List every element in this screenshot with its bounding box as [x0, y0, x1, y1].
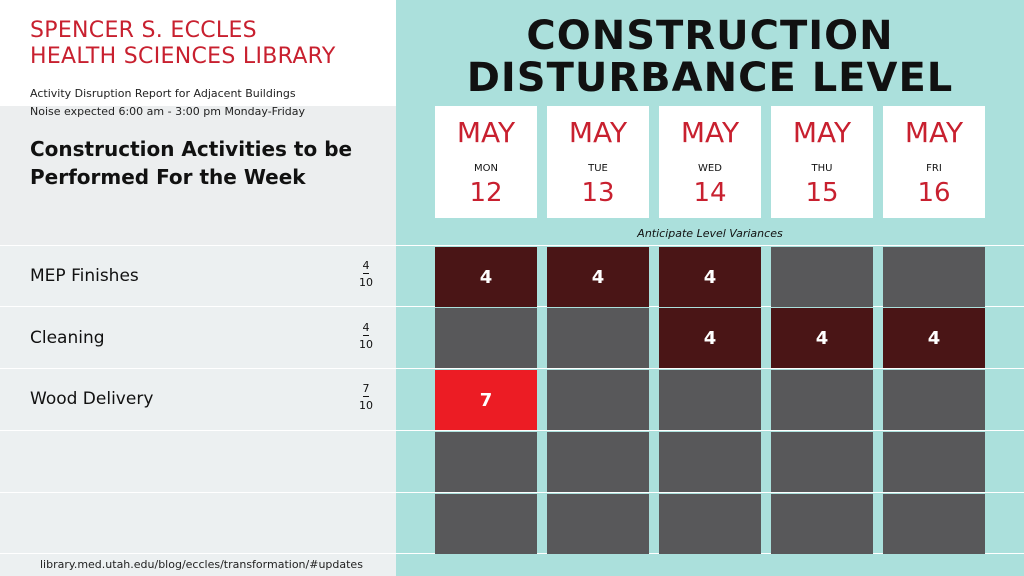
activity-level: 4 10 — [356, 322, 376, 350]
level-cell — [435, 308, 537, 368]
row-divider — [0, 492, 1024, 493]
level-cell — [883, 247, 985, 307]
variance-note: Anticipate Level Variances — [637, 227, 783, 240]
level-cell — [547, 308, 649, 368]
day-card-wed: MAY WED 14 — [659, 106, 761, 218]
noise-hours: Noise expected 6:00 am - 3:00 pm Monday-… — [30, 105, 305, 118]
day-card-tue: MAY TUE 13 — [547, 106, 649, 218]
level-cell — [883, 494, 985, 554]
level-max: 10 — [359, 338, 373, 351]
activity-level: 4 10 — [356, 260, 376, 288]
footer-url: library.med.utah.edu/blog/eccles/transfo… — [40, 558, 363, 571]
week-heading: Construction Activities to be Performed … — [30, 135, 352, 191]
report-subtitle: Activity Disruption Report for Adjacent … — [30, 87, 296, 100]
level-cell — [771, 494, 873, 554]
day-name: FRI — [926, 163, 942, 174]
day-month: MAY — [456, 116, 516, 149]
day-date: 15 — [805, 178, 839, 208]
day-name: THU — [811, 163, 833, 174]
level-cell: 4 — [659, 247, 761, 307]
level-cell — [435, 494, 537, 554]
day-date: 13 — [581, 178, 615, 208]
level-cell — [435, 432, 537, 492]
level-cell — [547, 494, 649, 554]
row-divider — [0, 430, 1024, 431]
library-name-line1: SPENCER S. ECCLES — [30, 18, 257, 43]
level-cell — [883, 432, 985, 492]
day-month: MAY — [792, 116, 852, 149]
day-card-fri: MAY FRI 16 — [883, 106, 985, 218]
main-title-line2: DISTURBANCE LEVEL — [466, 55, 954, 101]
day-card-mon: MAY MON 12 — [435, 106, 537, 218]
day-name: TUE — [588, 163, 608, 174]
day-month: MAY — [568, 116, 628, 149]
activity-label: Wood Delivery — [30, 389, 154, 409]
level-cell — [659, 494, 761, 554]
level-cell: 4 — [547, 247, 649, 307]
level-value: 4 — [362, 259, 370, 272]
activity-label: MEP Finishes — [30, 266, 139, 286]
day-date: 14 — [693, 178, 727, 208]
library-name-line2: HEALTH SCIENCES LIBRARY — [30, 44, 336, 69]
day-name: MON — [474, 163, 498, 174]
week-heading-line1: Construction Activities to be — [30, 137, 353, 161]
level-value: 7 — [362, 382, 370, 395]
level-cell — [771, 432, 873, 492]
day-card-thu: MAY THU 15 — [771, 106, 873, 218]
level-cell: 4 — [659, 308, 761, 368]
level-max: 10 — [359, 276, 373, 289]
level-cell: 4 — [435, 247, 537, 307]
day-date: 16 — [917, 178, 951, 208]
level-cell: 4 — [771, 308, 873, 368]
level-cell — [659, 370, 761, 430]
day-month: MAY — [680, 116, 740, 149]
main-title-line1: CONSTRUCTION — [526, 13, 894, 59]
level-cell — [547, 432, 649, 492]
level-cell — [547, 370, 649, 430]
header-panel — [0, 0, 396, 106]
week-heading-line2: Performed For the Week — [30, 165, 306, 189]
row-divider — [0, 245, 1024, 246]
week-heading-panel — [0, 106, 396, 246]
activity-label: Cleaning — [30, 328, 105, 348]
level-cell: 4 — [883, 308, 985, 368]
activity-level: 7 10 — [356, 383, 376, 411]
fraction-bar — [363, 396, 369, 397]
day-month: MAY — [904, 116, 964, 149]
day-date: 12 — [469, 178, 503, 208]
level-cell — [771, 247, 873, 307]
level-max: 10 — [359, 399, 373, 412]
level-cell: 7 — [435, 370, 537, 430]
level-cell — [659, 432, 761, 492]
level-cell — [771, 370, 873, 430]
fraction-bar — [363, 273, 369, 274]
library-name: SPENCER S. ECCLES HEALTH SCIENCES LIBRAR… — [30, 18, 336, 70]
row-divider — [0, 368, 1024, 369]
level-value: 4 — [362, 321, 370, 334]
level-cell — [883, 370, 985, 430]
day-name: WED — [698, 163, 722, 174]
fraction-bar — [363, 335, 369, 336]
